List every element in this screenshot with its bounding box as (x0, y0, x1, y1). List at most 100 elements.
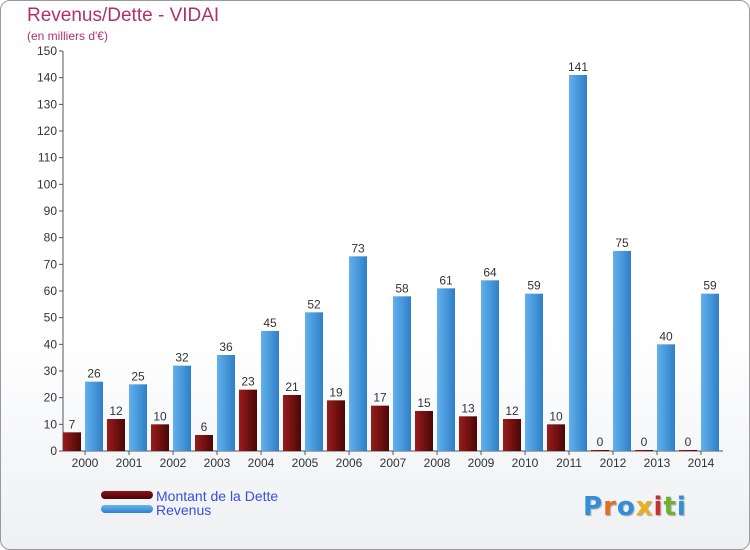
legend-label-debt: Montant de la Dette (156, 488, 279, 504)
logo-letter: x (635, 492, 654, 522)
y-tick-label: 80 (44, 231, 58, 245)
data-label-revenus: 52 (307, 297, 321, 311)
data-label-revenus: 141 (568, 60, 588, 74)
y-tick-label: 30 (44, 364, 58, 378)
bar-debt (327, 400, 345, 451)
data-label-debt: 10 (549, 409, 563, 423)
y-tick-label: 110 (38, 151, 57, 165)
bar-debt (503, 419, 521, 451)
data-label-debt: 15 (417, 396, 431, 410)
x-tick-label: 2010 (512, 456, 539, 470)
logo-letter: o (616, 492, 636, 522)
x-tick-label: 2013 (644, 456, 671, 470)
data-label-revenus: 73 (351, 241, 365, 255)
legend-swatch-revenus (101, 505, 153, 513)
bar-revenus (569, 75, 587, 451)
bar-revenus (437, 288, 455, 451)
bar-debt (679, 450, 697, 451)
data-label-debt: 19 (329, 385, 343, 399)
data-label-debt: 23 (241, 375, 255, 389)
data-label-revenus: 75 (615, 236, 629, 250)
bar-revenus (349, 256, 367, 451)
x-tick-label: 2006 (336, 456, 363, 470)
bar-debt (415, 411, 433, 451)
y-tick-label: 100 (37, 177, 57, 191)
x-tick-label: 2005 (292, 456, 319, 470)
proxiti-logo: Proxiti (583, 492, 687, 522)
y-tick-label: 130 (37, 97, 57, 111)
bar-debt (63, 432, 81, 451)
data-label-revenus: 61 (439, 273, 453, 287)
bar-revenus (217, 355, 235, 451)
x-tick-label: 2011 (556, 456, 582, 470)
data-label-revenus: 45 (263, 316, 277, 330)
bar-debt (459, 416, 477, 451)
data-label-debt: 12 (109, 404, 123, 418)
y-tick-label: 120 (37, 124, 57, 138)
bar-revenus (129, 384, 147, 451)
x-tick-label: 2004 (248, 456, 275, 470)
bar-revenus (657, 344, 675, 451)
y-tick-label: 60 (44, 284, 58, 298)
data-label-debt: 0 (597, 435, 604, 449)
data-label-revenus: 32 (175, 351, 189, 365)
data-label-revenus: 40 (659, 329, 673, 343)
legend-label-revenus: Revenus (156, 502, 212, 518)
x-tick-label: 2002 (160, 456, 187, 470)
y-tick-label: 40 (44, 337, 58, 351)
bar-revenus (305, 312, 323, 451)
bar-debt (591, 450, 609, 451)
x-tick-label: 2008 (424, 456, 451, 470)
y-tick-label: 0 (50, 444, 57, 458)
x-tick-label: 2014 (688, 456, 715, 470)
data-label-revenus: 64 (483, 265, 497, 279)
data-label-debt: 0 (685, 435, 692, 449)
data-label-revenus: 59 (527, 279, 541, 293)
x-tick-label: 2001 (116, 456, 143, 470)
bar-revenus (85, 381, 103, 451)
bar-debt (635, 450, 653, 451)
x-tick-label: 2003 (204, 456, 231, 470)
y-tick-label: 140 (37, 71, 57, 85)
x-tick-label: 2012 (600, 456, 627, 470)
bar-debt (107, 419, 125, 451)
bar-revenus (261, 331, 279, 451)
logo-letter: t (663, 492, 677, 522)
bar-revenus (613, 251, 631, 451)
data-label-revenus: 25 (131, 369, 145, 383)
bar-revenus (481, 280, 499, 451)
data-label-debt: 13 (461, 401, 475, 415)
bar-debt (371, 405, 389, 451)
bar-revenus (173, 365, 191, 451)
y-tick-label: 90 (44, 204, 58, 218)
chart-subtitle: (en milliers d'€) (27, 29, 108, 43)
y-tick-label: 50 (44, 311, 58, 325)
bar-revenus (701, 293, 719, 451)
logo-letter: i (653, 492, 664, 522)
data-label-revenus: 36 (219, 340, 233, 354)
data-label-debt: 7 (69, 417, 76, 431)
data-label-debt: 21 (285, 380, 299, 394)
chart-title: Revenus/Dette - VIDAI (27, 5, 220, 26)
data-label-revenus: 58 (395, 281, 409, 295)
x-tick-label: 2007 (380, 456, 407, 470)
y-tick-label: 70 (44, 257, 58, 271)
x-tick-label: 2009 (468, 456, 495, 470)
bar-debt (283, 395, 301, 451)
data-label-revenus: 59 (703, 279, 717, 293)
data-label-debt: 17 (373, 391, 387, 405)
legend-swatch-debt (101, 491, 153, 499)
data-label-debt: 10 (153, 409, 167, 423)
bar-revenus (393, 296, 411, 451)
x-tick-label: 2000 (72, 456, 99, 470)
data-label-debt: 12 (505, 404, 519, 418)
y-tick-label: 10 (44, 417, 58, 431)
data-label-revenus: 26 (87, 367, 101, 381)
y-tick-label: 150 (37, 44, 57, 58)
bar-revenus (525, 293, 543, 451)
logo-letter: i (676, 492, 687, 522)
logo-letter: r (603, 492, 617, 522)
bar-debt (547, 424, 565, 451)
